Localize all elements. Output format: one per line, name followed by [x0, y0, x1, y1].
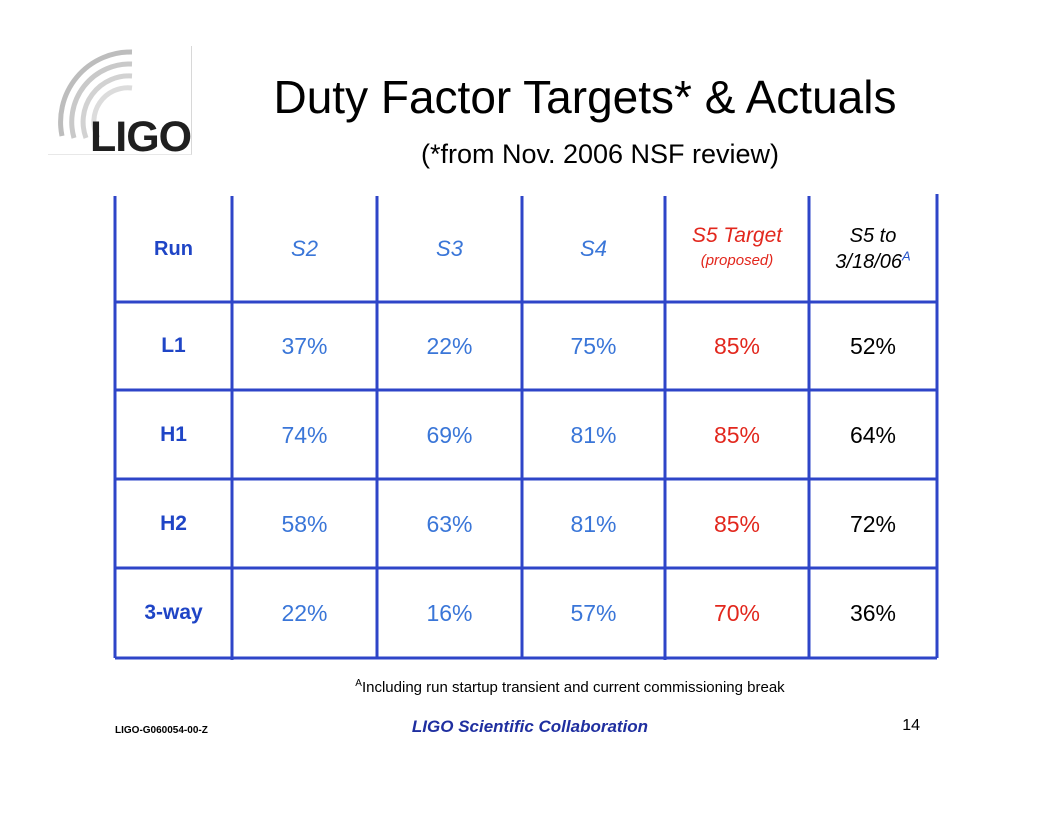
cell-s2: 22% [281, 600, 328, 626]
page-title: Duty Factor Targets* & Actuals [273, 71, 897, 123]
cell-s4: 81% [570, 421, 617, 448]
header-s5-actual-line2: 3/18/06 [835, 251, 903, 273]
cell-s4: 81% [570, 510, 617, 537]
header-s5-actual-sup: A [902, 248, 911, 264]
cell-s2: 58% [281, 510, 328, 537]
ligo-logo: LIGO [48, 46, 192, 159]
collaboration-name: LIGO Scientific Collaboration [411, 717, 649, 736]
cell-s5-actual: 72% [849, 510, 897, 537]
cell-s4: 57% [570, 600, 617, 626]
header-s5-target: S5 Target (proposed) [665, 196, 809, 302]
row-label: H1 [160, 422, 187, 446]
cell-s5-target: 85% [713, 421, 761, 448]
logo-arcs-icon [58, 49, 133, 140]
page-subtitle: (*from Nov. 2006 NSF review) [420, 139, 780, 169]
header-s5-actual: S5 to 3/18/06A [809, 196, 937, 302]
header-run: Run [154, 238, 193, 260]
cell-s3: 22% [426, 333, 473, 359]
logo-text: LIGO [90, 113, 192, 161]
row-label: H2 [160, 511, 187, 535]
header-s5-actual-line2-wrap: 3/18/06A [835, 249, 910, 275]
header-s5-target-label: S5 Target [691, 224, 783, 247]
footnote: AIncluding run startup transient and cur… [200, 678, 940, 697]
cell-s5-actual: 36% [849, 600, 897, 626]
header-s4: S4 [580, 236, 607, 261]
cell-s5-target: 70% [713, 600, 761, 626]
document-id: LIGO-G060054-00-Z [115, 725, 208, 736]
header-s5-target-note: (proposed) [700, 252, 774, 269]
header-s3: S3 [436, 236, 463, 261]
cell-s4: 75% [570, 333, 617, 359]
header-s5-actual-line1: S5 to [849, 225, 897, 247]
cell-s5-actual: 64% [849, 421, 897, 448]
row-label: 3-way [144, 601, 203, 624]
cell-s3: 16% [426, 600, 473, 626]
cell-s5-actual: 52% [849, 333, 897, 359]
cell-s5-target: 85% [713, 333, 761, 359]
footnote-marker: A [355, 678, 362, 689]
header-s2: S2 [291, 236, 318, 261]
page-number: 14 [902, 717, 920, 734]
cell-s3: 63% [426, 510, 473, 537]
cell-s3: 69% [426, 421, 473, 448]
cell-s2: 37% [281, 333, 328, 359]
cell-s2: 74% [281, 421, 328, 448]
footnote-text: Including run startup transient and curr… [361, 679, 785, 696]
cell-s5-target: 85% [713, 510, 761, 537]
row-label: L1 [161, 334, 186, 357]
